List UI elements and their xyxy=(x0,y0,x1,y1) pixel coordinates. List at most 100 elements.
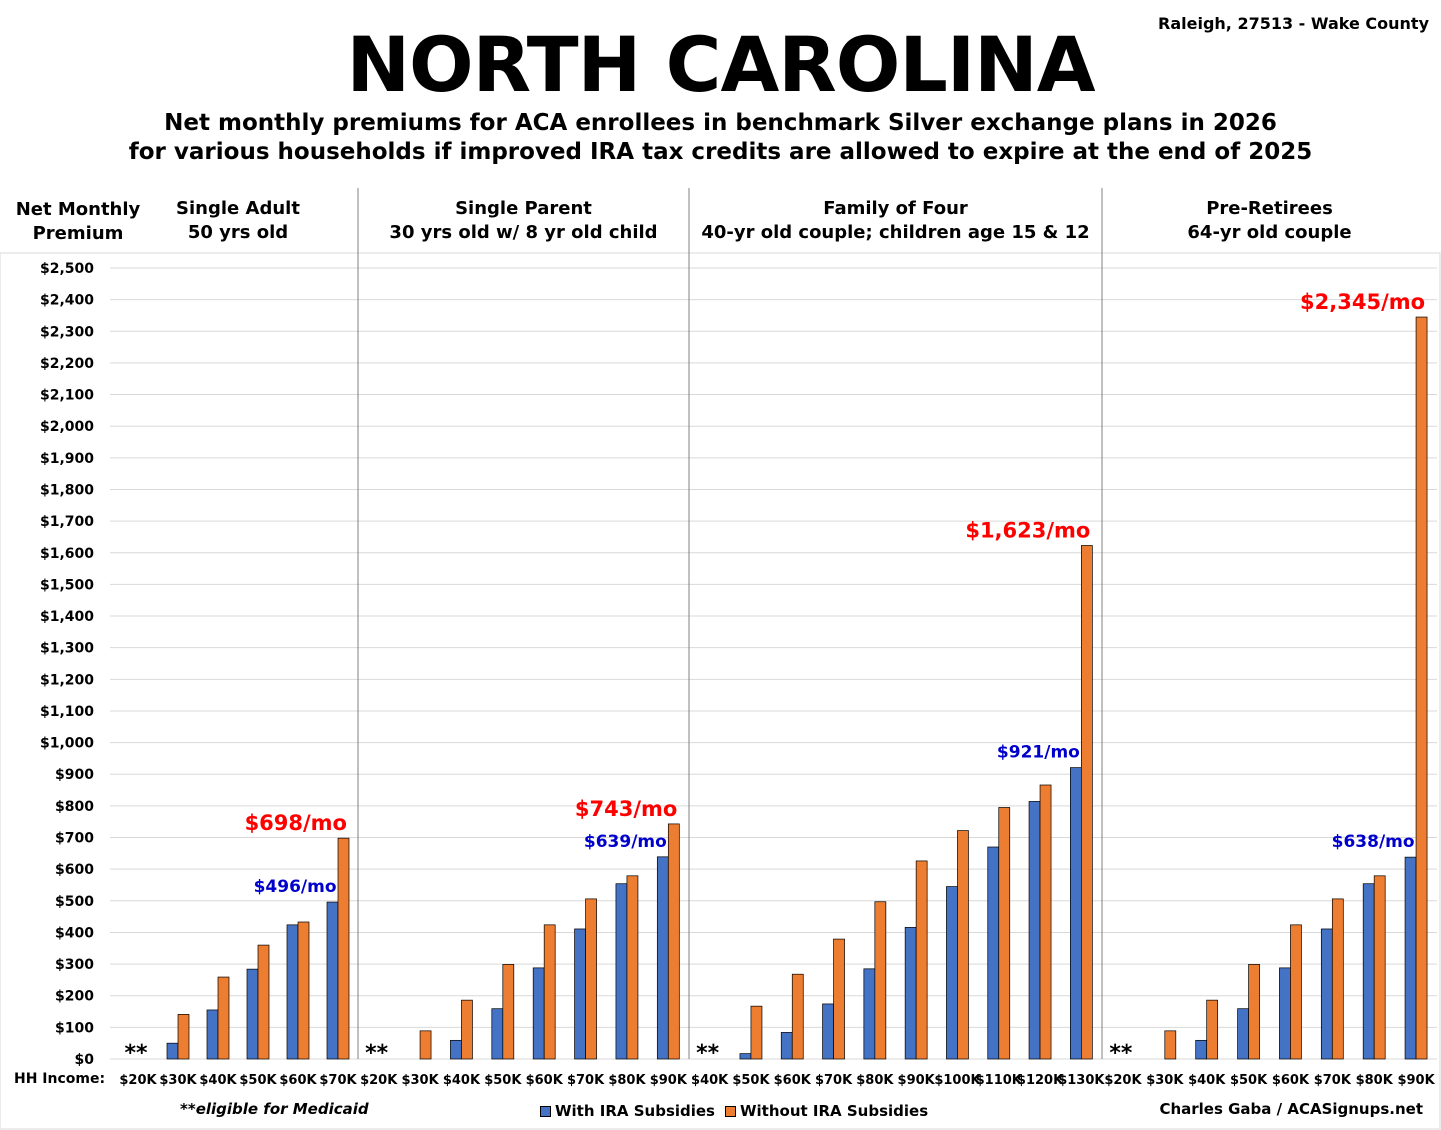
x-tick-label: $100K xyxy=(934,1073,981,1088)
y-tick-label: $1,600 xyxy=(40,546,94,562)
bar-without-ira xyxy=(1290,924,1302,1060)
bar-without-ira xyxy=(667,823,680,1060)
medicaid-footnote: **eligible for Medicaid xyxy=(180,1100,369,1118)
legend-swatch-without-ira xyxy=(725,1105,736,1117)
annotation-with-ira: $639/mo xyxy=(584,832,667,852)
bar-without-ira xyxy=(257,944,270,1060)
bar-with-ira xyxy=(166,1042,179,1060)
y-tick-label: $1,000 xyxy=(40,736,94,752)
bar-without-ira xyxy=(502,964,515,1060)
x-tick-label: $60K xyxy=(526,1073,564,1088)
bar-without-ira xyxy=(1248,964,1260,1060)
x-tick-label: $40K xyxy=(1188,1073,1226,1088)
legend-without-ira: Without IRA Subsidies xyxy=(725,1102,928,1120)
bar-with-ira xyxy=(1362,883,1375,1060)
bar-without-ira xyxy=(998,807,1011,1060)
bar-without-ira xyxy=(461,999,473,1060)
y-tick-label: $0 xyxy=(75,1052,95,1068)
y-tick-label: $1,400 xyxy=(40,609,94,625)
x-tick-label: $90K xyxy=(1397,1073,1435,1088)
bar-with-ira xyxy=(1195,1039,1208,1060)
y-tick-label: $1,700 xyxy=(40,514,94,530)
bar-with-ira xyxy=(1237,1008,1249,1060)
bar-with-ira xyxy=(574,928,586,1060)
x-tick-label: $50K xyxy=(239,1073,277,1088)
bar-with-ira xyxy=(1028,801,1041,1060)
x-tick-label: $110K xyxy=(976,1073,1023,1088)
y-tick-label: $300 xyxy=(55,957,94,973)
bar-without-ira xyxy=(1331,898,1344,1060)
bar-with-ira xyxy=(1404,856,1417,1060)
annotation-without-ira: $698/mo xyxy=(245,811,347,835)
bar-without-ira xyxy=(1164,1030,1177,1060)
annotation-without-ira: $2,345/mo xyxy=(1300,290,1425,314)
x-tick-label: $20K xyxy=(119,1073,157,1088)
x-tick-label: $70K xyxy=(815,1073,853,1088)
medicaid-marker: ** xyxy=(1109,1041,1133,1066)
bar-without-ira xyxy=(1206,999,1219,1060)
annotation-with-ira: $496/mo xyxy=(254,877,337,897)
bar-with-ira xyxy=(615,883,628,1060)
annotation-without-ira: $1,623/mo xyxy=(965,518,1090,542)
y-tick-label: $200 xyxy=(55,989,94,1005)
y-tick-label: $1,500 xyxy=(40,577,94,593)
x-tick-label: $40K xyxy=(443,1073,481,1088)
bar-with-ira xyxy=(822,1003,834,1060)
group-title-pre-retirees-line1: Pre-Retirees xyxy=(1206,198,1333,219)
y-tick-label: $2,400 xyxy=(40,293,94,309)
bar-with-ira xyxy=(206,1009,219,1060)
bar-with-ira xyxy=(1279,967,1291,1060)
bar-without-ira xyxy=(337,837,350,1060)
medicaid-marker: ** xyxy=(124,1041,148,1066)
y-tick-label: $2,300 xyxy=(40,324,94,340)
group-title-single-adult-line1: Single Adult xyxy=(176,198,300,219)
plot-frame xyxy=(0,252,1441,1130)
group-title-single-parent-line2: 30 yrs old w/ 8 yr old child xyxy=(389,222,658,243)
y-tick-label: $2,100 xyxy=(40,388,94,404)
bar-without-ira xyxy=(791,973,804,1060)
bar-without-ira xyxy=(585,898,597,1060)
bar-with-ira xyxy=(326,901,339,1060)
bar-with-ira xyxy=(1069,767,1082,1060)
x-tick-label: $20K xyxy=(1104,1073,1142,1088)
medicaid-marker: ** xyxy=(696,1041,720,1066)
y-tick-label: $1,900 xyxy=(40,451,94,467)
x-tick-label: $40K xyxy=(199,1073,237,1088)
bar-without-ira xyxy=(1415,316,1428,1060)
bar-without-ira xyxy=(1080,545,1093,1060)
bar-without-ira xyxy=(626,875,639,1060)
bar-without-ira xyxy=(217,976,230,1060)
x-tick-label: $50K xyxy=(484,1073,522,1088)
bar-with-ira xyxy=(904,927,917,1060)
y-tick-label: $700 xyxy=(55,831,94,847)
annotation-without-ira: $743/mo xyxy=(575,797,677,821)
y-tick-label: $500 xyxy=(55,894,94,910)
group-title-family-line1: Family of Four xyxy=(823,198,968,219)
chart-subtitle-line2: for various households if improved IRA t… xyxy=(128,139,1313,165)
y-tick-label: $600 xyxy=(55,862,94,878)
group-title-single-parent-line1: Single Parent xyxy=(455,198,592,219)
x-tick-label: $30K xyxy=(1146,1073,1184,1088)
x-tick-label: $50K xyxy=(732,1073,770,1088)
y-tick-label: $2,200 xyxy=(40,356,94,372)
bar-without-ira xyxy=(297,921,310,1060)
bar-with-ira xyxy=(450,1039,462,1060)
y-tick-label: $800 xyxy=(55,799,94,815)
x-tick-label: $70K xyxy=(567,1073,605,1088)
x-tick-label: $40K xyxy=(691,1073,729,1088)
bar-with-ira xyxy=(780,1032,793,1060)
annotation-with-ira: $921/mo xyxy=(997,743,1080,763)
bar-with-ira xyxy=(739,1053,752,1060)
x-tick-label: $90K xyxy=(650,1073,688,1088)
bar-without-ira xyxy=(874,901,887,1060)
legend-label-without-ira: Without IRA Subsidies xyxy=(740,1102,929,1120)
y-tick-label: $1,100 xyxy=(40,704,94,720)
bar-with-ira xyxy=(246,968,259,1060)
legend-swatch-with-ira xyxy=(540,1105,551,1117)
x-tick-label: $80K xyxy=(608,1073,646,1088)
y-tick-label: $1,200 xyxy=(40,672,94,688)
y-tick-label: $900 xyxy=(55,767,94,783)
bar-with-ira xyxy=(1320,928,1333,1060)
y-axis-label-line2: Premium xyxy=(32,223,124,244)
